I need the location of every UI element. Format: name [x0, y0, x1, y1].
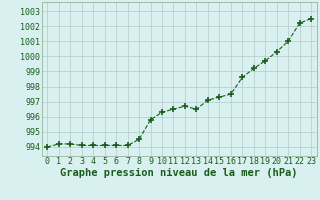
- X-axis label: Graphe pression niveau de la mer (hPa): Graphe pression niveau de la mer (hPa): [60, 168, 298, 178]
